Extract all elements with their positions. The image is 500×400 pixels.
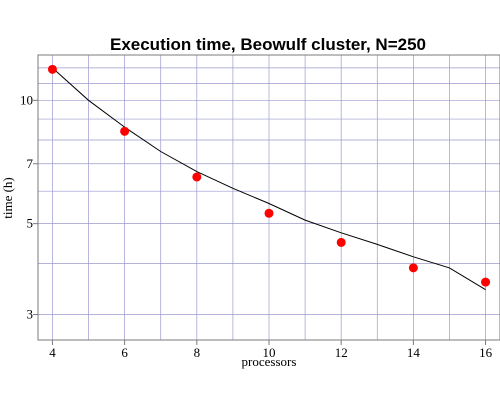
x-tick-label: 14 [407, 345, 421, 360]
data-point [264, 208, 274, 218]
y-tick-label: 10 [20, 92, 33, 107]
x-ticks: 4 6 8 10 12 14 16 [49, 340, 493, 360]
data-point [336, 237, 346, 247]
data-point [120, 126, 130, 136]
data-point [408, 263, 418, 273]
data-point [192, 172, 202, 182]
chart-title: Execution time, Beowulf cluster, N=250 [110, 35, 426, 54]
grid [38, 55, 500, 340]
y-tick-label: 7 [27, 156, 34, 171]
x-tick-label: 8 [194, 345, 201, 360]
x-tick-label: 4 [49, 345, 56, 360]
x-tick-label: 16 [479, 345, 493, 360]
x-tick-label: 10 [263, 345, 276, 360]
y-tick-label: 5 [27, 216, 34, 231]
y-ticks: 3 5 7 10 [20, 92, 38, 322]
x-tick-label: 12 [335, 345, 348, 360]
y-tick-label: 3 [27, 307, 34, 322]
x-axis-label: processors [242, 354, 297, 369]
data-point [481, 277, 491, 287]
x-tick-label: 6 [121, 345, 128, 360]
y-axis-label: time (h) [0, 177, 15, 219]
series-layer [47, 64, 491, 291]
data-point [47, 64, 57, 74]
